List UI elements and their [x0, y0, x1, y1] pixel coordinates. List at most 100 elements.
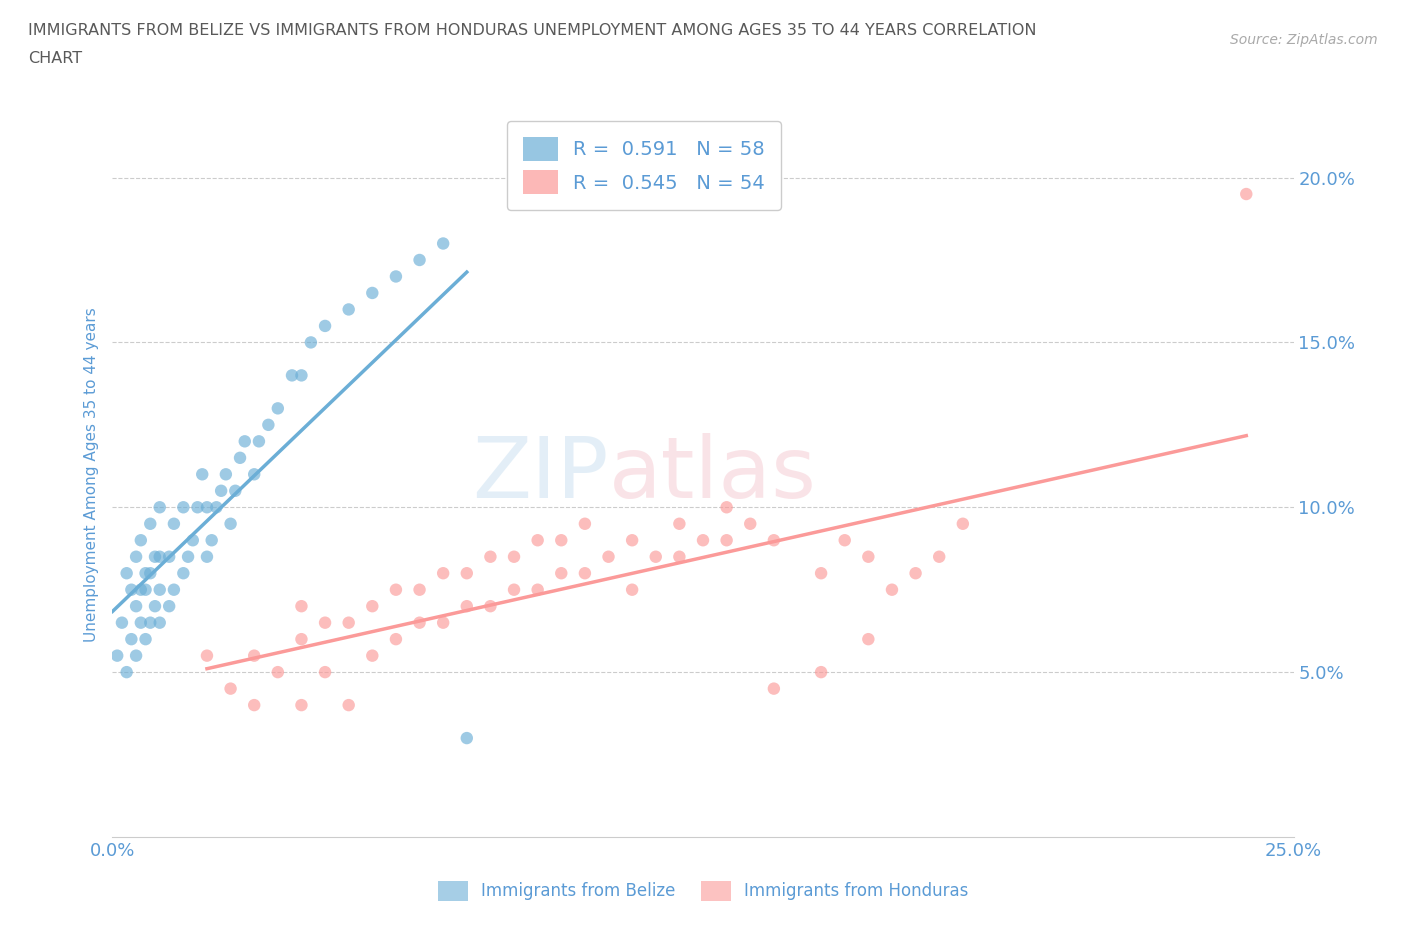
Point — [149, 616, 172, 631]
Point — [503, 550, 526, 565]
Point — [762, 681, 785, 696]
Point — [337, 698, 360, 712]
Point — [762, 533, 785, 548]
Point — [247, 434, 270, 449]
Point — [139, 616, 162, 631]
Point — [243, 648, 266, 663]
Point — [408, 582, 430, 597]
Text: atlas: atlas — [609, 432, 817, 516]
Point — [115, 565, 138, 580]
Point — [904, 565, 927, 580]
Point — [219, 516, 242, 531]
Point — [149, 499, 172, 514]
Point — [337, 302, 360, 317]
Point — [810, 665, 832, 680]
Point — [201, 533, 224, 548]
Point — [432, 565, 454, 580]
Point — [177, 550, 200, 565]
Point — [181, 533, 204, 548]
Text: IMMIGRANTS FROM BELIZE VS IMMIGRANTS FROM HONDURAS UNEMPLOYMENT AMONG AGES 35 TO: IMMIGRANTS FROM BELIZE VS IMMIGRANTS FRO… — [28, 23, 1036, 38]
Point — [361, 648, 384, 663]
Point — [456, 565, 478, 580]
Point — [163, 582, 186, 597]
Text: CHART: CHART — [28, 51, 82, 66]
Point — [621, 582, 644, 597]
Point — [120, 582, 142, 597]
Point — [149, 550, 172, 565]
Point — [215, 467, 238, 482]
Point — [408, 253, 430, 268]
Point — [135, 631, 157, 646]
Point — [550, 533, 572, 548]
Point — [526, 533, 548, 548]
Point — [229, 450, 252, 465]
Point — [880, 582, 903, 597]
Point — [129, 616, 152, 631]
Point — [290, 631, 312, 646]
Legend: R =  0.591   N = 58, R =  0.545   N = 54: R = 0.591 N = 58, R = 0.545 N = 54 — [508, 121, 780, 209]
Point — [314, 616, 336, 631]
Point — [267, 401, 290, 416]
Point — [149, 582, 172, 597]
Point — [858, 631, 880, 646]
Point — [281, 368, 304, 383]
Point — [143, 550, 166, 565]
Legend: Immigrants from Belize, Immigrants from Honduras: Immigrants from Belize, Immigrants from … — [432, 874, 974, 908]
Point — [550, 565, 572, 580]
Point — [716, 533, 738, 548]
Point — [205, 499, 228, 514]
Point — [385, 631, 408, 646]
Point — [290, 368, 312, 383]
Point — [139, 565, 162, 580]
Point — [157, 599, 180, 614]
Point — [810, 565, 832, 580]
Point — [267, 665, 290, 680]
Point — [290, 599, 312, 614]
Point — [299, 335, 322, 350]
Point — [195, 499, 218, 514]
Point — [692, 533, 714, 548]
Point — [526, 582, 548, 597]
Point — [1234, 187, 1257, 202]
Point — [111, 616, 134, 631]
Point — [432, 236, 454, 251]
Point — [233, 434, 256, 449]
Point — [163, 516, 186, 531]
Point — [120, 631, 142, 646]
Point — [135, 582, 157, 597]
Point — [129, 533, 152, 548]
Point — [125, 599, 148, 614]
Point — [716, 499, 738, 514]
Point — [157, 550, 180, 565]
Point — [598, 550, 620, 565]
Point — [143, 599, 166, 614]
Point — [195, 550, 218, 565]
Point — [621, 533, 644, 548]
Point — [361, 286, 384, 300]
Point — [834, 533, 856, 548]
Point — [385, 582, 408, 597]
Point — [191, 467, 214, 482]
Point — [129, 582, 152, 597]
Point — [456, 731, 478, 746]
Point — [172, 565, 194, 580]
Y-axis label: Unemployment Among Ages 35 to 44 years: Unemployment Among Ages 35 to 44 years — [83, 307, 98, 642]
Point — [408, 616, 430, 631]
Point — [314, 318, 336, 333]
Point — [186, 499, 208, 514]
Point — [219, 681, 242, 696]
Point — [858, 550, 880, 565]
Point — [432, 616, 454, 631]
Point — [644, 550, 666, 565]
Point — [385, 269, 408, 284]
Point — [139, 516, 162, 531]
Point — [195, 648, 218, 663]
Point — [172, 499, 194, 514]
Point — [290, 698, 312, 712]
Point — [125, 648, 148, 663]
Point — [243, 698, 266, 712]
Text: Source: ZipAtlas.com: Source: ZipAtlas.com — [1230, 33, 1378, 46]
Point — [574, 565, 596, 580]
Point — [503, 582, 526, 597]
Point — [125, 550, 148, 565]
